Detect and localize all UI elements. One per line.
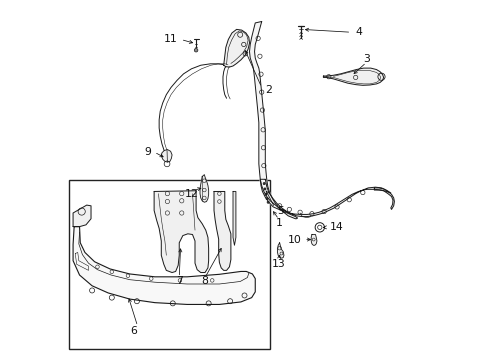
Text: 9: 9 xyxy=(144,147,151,157)
Polygon shape xyxy=(373,188,394,210)
Text: 3: 3 xyxy=(363,54,370,64)
Bar xyxy=(69,180,269,348)
Text: 6: 6 xyxy=(130,325,137,336)
Polygon shape xyxy=(223,30,249,67)
Polygon shape xyxy=(214,192,230,270)
Circle shape xyxy=(263,183,265,185)
Text: 13: 13 xyxy=(271,259,285,269)
Polygon shape xyxy=(260,179,390,217)
Circle shape xyxy=(265,198,267,200)
Text: 14: 14 xyxy=(329,222,343,232)
Text: 5: 5 xyxy=(276,206,283,216)
Polygon shape xyxy=(73,226,255,305)
Text: 2: 2 xyxy=(265,85,272,95)
Polygon shape xyxy=(161,149,172,162)
Circle shape xyxy=(264,193,266,195)
Text: 4: 4 xyxy=(354,27,361,37)
Polygon shape xyxy=(323,68,383,85)
Polygon shape xyxy=(200,175,208,202)
Polygon shape xyxy=(310,234,316,245)
Text: 10: 10 xyxy=(286,234,301,244)
Text: 1: 1 xyxy=(275,218,282,228)
Text: 11: 11 xyxy=(163,35,177,44)
Text: 12: 12 xyxy=(184,189,198,199)
Text: 8: 8 xyxy=(201,276,208,286)
Circle shape xyxy=(266,201,269,203)
Circle shape xyxy=(194,48,198,52)
Polygon shape xyxy=(154,191,208,273)
Text: 7: 7 xyxy=(175,276,183,286)
Polygon shape xyxy=(73,205,91,226)
Polygon shape xyxy=(277,243,284,258)
Circle shape xyxy=(264,188,265,190)
Polygon shape xyxy=(249,22,297,219)
Polygon shape xyxy=(233,192,235,245)
